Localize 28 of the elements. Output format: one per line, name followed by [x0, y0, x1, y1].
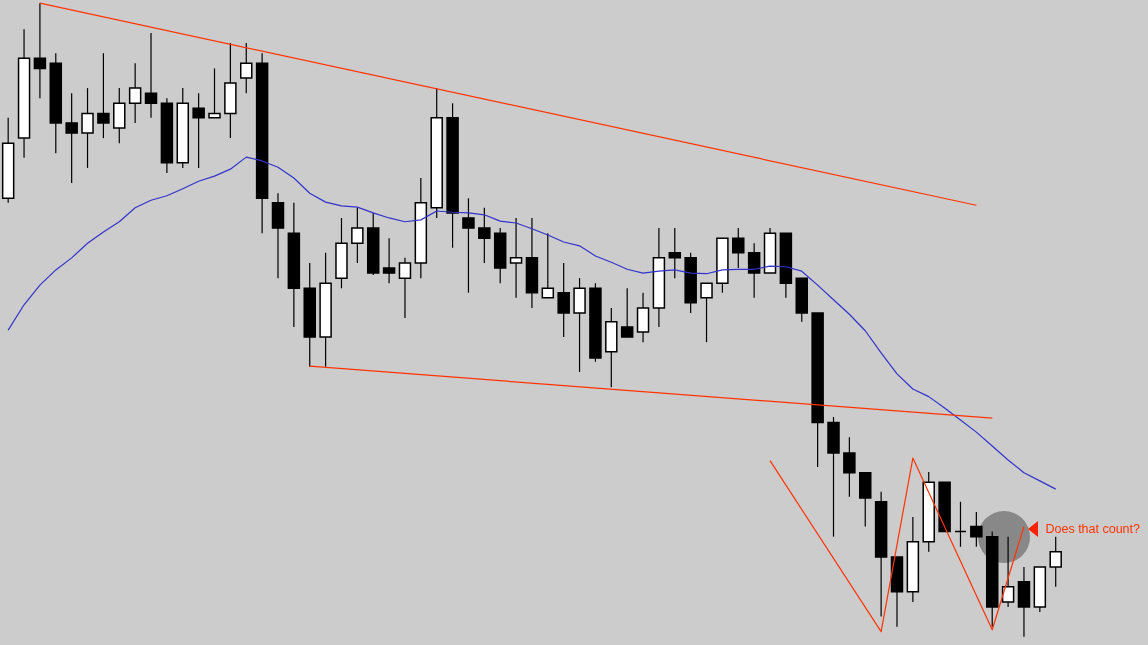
candlestick — [351, 207, 364, 264]
candlestick — [970, 511, 983, 548]
candlestick — [398, 257, 412, 319]
candlestick — [1049, 536, 1062, 588]
candlestick — [509, 217, 523, 299]
candlestick — [33, 2, 47, 99]
candlestick — [65, 92, 78, 184]
candlestick — [843, 436, 856, 498]
candlestick — [382, 237, 396, 284]
candlestick — [144, 32, 158, 119]
candlestick — [208, 67, 221, 119]
candlestick — [478, 207, 491, 264]
candlestick — [97, 52, 110, 139]
candlestick — [747, 242, 761, 299]
candlestick — [462, 197, 475, 294]
candlestick — [192, 92, 205, 169]
candlestick — [541, 232, 555, 299]
annotation: Does that count? — [1045, 522, 1141, 536]
candlestick — [557, 262, 570, 338]
candlestick — [240, 42, 253, 94]
candlestick — [732, 227, 745, 269]
candlestick — [81, 87, 94, 169]
candlestick — [128, 62, 142, 124]
candlestick — [620, 287, 634, 338]
candlestick — [1001, 536, 1015, 608]
candlestick — [700, 282, 713, 343]
candlestick — [668, 227, 682, 279]
candlestick — [954, 501, 967, 548]
